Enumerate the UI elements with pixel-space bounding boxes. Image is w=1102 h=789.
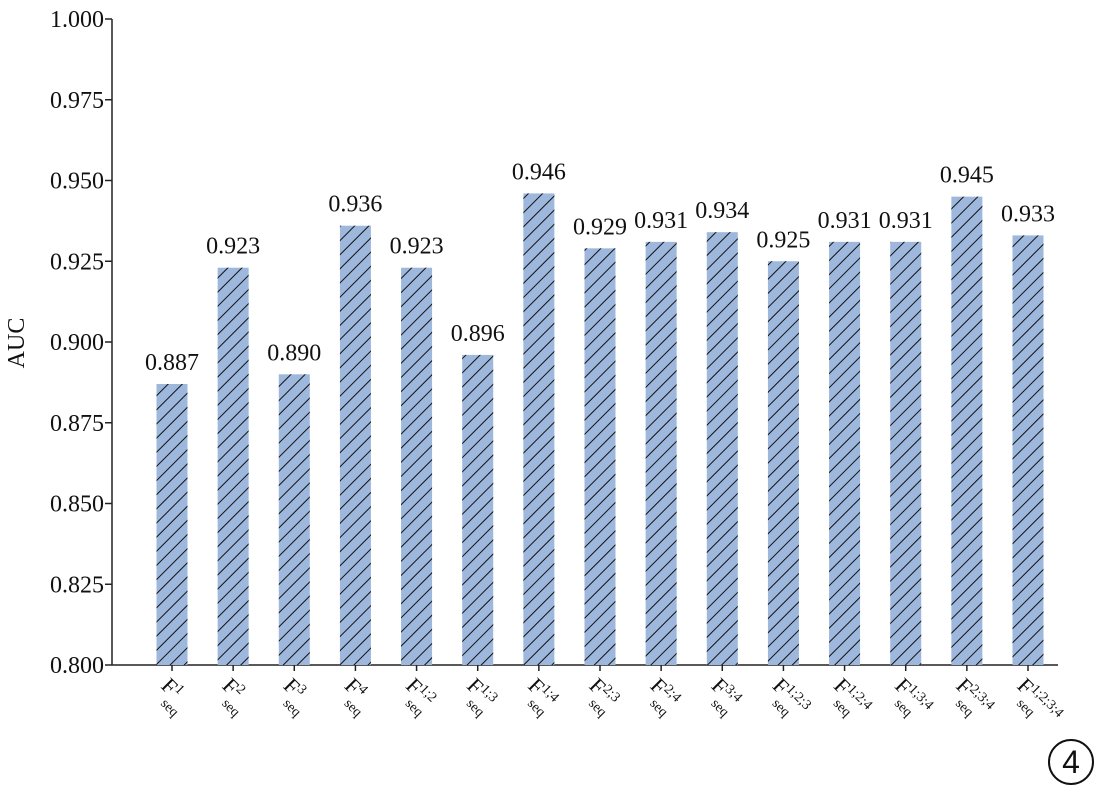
x-tick-sub: seq	[1013, 696, 1037, 720]
x-tick-label: F1seq	[149, 673, 196, 720]
x-tick-label: F2;3seq	[577, 673, 624, 720]
value-label: 0.931	[879, 208, 933, 234]
value-label: 0.946	[512, 159, 566, 185]
annotation: 4	[1062, 744, 1080, 780]
value-label: 0.925	[756, 227, 810, 253]
x-tick-text: F1;3;4seq	[882, 673, 936, 727]
x-tick-text: F2;3seq	[577, 673, 624, 720]
y-tick-label: 0.925	[50, 249, 104, 275]
annotation-circle	[1048, 739, 1094, 785]
value-label: 0.896	[451, 321, 505, 347]
value-label: 0.923	[390, 234, 444, 260]
x-tick-text: F3seq	[271, 673, 318, 720]
x-tick-text: F1;4seq	[516, 673, 563, 720]
y-tick-label: 0.950	[50, 169, 104, 195]
x-tick-label: F2;3;4seq	[944, 673, 998, 727]
bar-hatch	[951, 196, 983, 665]
bar-hatch	[584, 248, 616, 665]
x-tick-text: F1seq	[149, 673, 196, 720]
value-label: 0.923	[206, 234, 260, 260]
x-tick-label: F2seq	[210, 673, 257, 720]
bar-hatch	[829, 241, 861, 665]
value-label: 0.933	[1001, 201, 1055, 227]
x-tick-sub: seq	[218, 696, 242, 720]
x-tick-label: F1;4seq	[516, 673, 563, 720]
x-tick-sub: seq	[463, 696, 487, 720]
value-label: 0.931	[818, 208, 872, 234]
x-tick-sub: seq	[585, 696, 609, 720]
x-tick-label: F4seq	[332, 673, 379, 720]
bar-hatch	[645, 241, 677, 665]
value-label: 0.929	[573, 214, 627, 240]
x-tick-sub: seq	[524, 696, 548, 720]
x-tick-sub: seq	[708, 696, 732, 720]
x-tick-sub: seq	[646, 696, 670, 720]
bar-hatch	[462, 354, 494, 665]
x-tick-text: F1;2;3;4seq	[1005, 673, 1067, 735]
value-label: 0.931	[634, 208, 688, 234]
x-tick-label: F1;2;4seq	[821, 673, 875, 727]
y-tick-label: 0.850	[50, 492, 104, 518]
bar-hatch	[1012, 235, 1044, 665]
x-tick-label: F1;2seq	[393, 673, 440, 720]
x-tick-text: F1;3seq	[454, 673, 501, 720]
x-tick-text: F2seq	[210, 673, 257, 720]
x-tick-sup: 1;2;3;4	[1027, 682, 1066, 721]
bar-hatch	[523, 193, 555, 666]
x-tick-label: F1;2;3seq	[760, 673, 814, 727]
x-tick-sub: seq	[952, 696, 976, 720]
x-tick-sub: seq	[341, 696, 365, 720]
y-tick-label: 0.975	[50, 88, 104, 114]
value-label: 0.936	[328, 192, 382, 218]
x-tick-sub: seq	[891, 696, 915, 720]
x-tick-label: F2;4seq	[638, 673, 685, 720]
value-label: 0.945	[940, 163, 994, 189]
value-label: 0.887	[145, 350, 199, 376]
x-tick-text: F2;3;4seq	[944, 673, 998, 727]
x-tick-sub: seq	[402, 696, 426, 720]
bar-hatch	[217, 267, 249, 665]
x-tick-label: F1;3seq	[454, 673, 501, 720]
y-axis-label: AUC	[4, 318, 30, 369]
x-tick-text: F4seq	[332, 673, 379, 720]
x-tick-sub: seq	[769, 696, 793, 720]
x-tick-sub: seq	[830, 696, 854, 720]
x-tick-sub: seq	[280, 696, 304, 720]
x-tick-text: F1;2seq	[393, 673, 440, 720]
y-tick-label: 0.825	[50, 572, 104, 598]
y-tick-label: 0.900	[50, 330, 104, 356]
bar-hatch	[767, 261, 799, 665]
x-tick-label: F3seq	[271, 673, 318, 720]
value-label: 0.934	[695, 198, 749, 224]
y-tick-label: 0.800	[50, 653, 104, 679]
bar-hatch	[156, 383, 188, 665]
x-tick-text: F2;4seq	[638, 673, 685, 720]
bar-hatch	[890, 241, 922, 665]
bar-hatch	[278, 374, 310, 665]
value-label: 0.890	[267, 340, 321, 366]
bar-hatch	[401, 267, 433, 665]
x-tick-text: F1;2;3seq	[760, 673, 814, 727]
x-tick-label: F3;4seq	[699, 673, 746, 720]
x-tick-text: F3;4seq	[699, 673, 746, 720]
x-tick-label: F1;3;4seq	[882, 673, 936, 727]
bar-hatch	[339, 225, 371, 665]
y-tick-label: 0.875	[50, 411, 104, 437]
bar-hatch	[706, 232, 738, 665]
x-tick-text: F1;2;4seq	[821, 673, 875, 727]
y-tick-label: 1.000	[50, 7, 104, 33]
x-tick-sub: seq	[157, 696, 181, 720]
x-tick-label: F1;2;3;4seq	[1005, 673, 1067, 735]
